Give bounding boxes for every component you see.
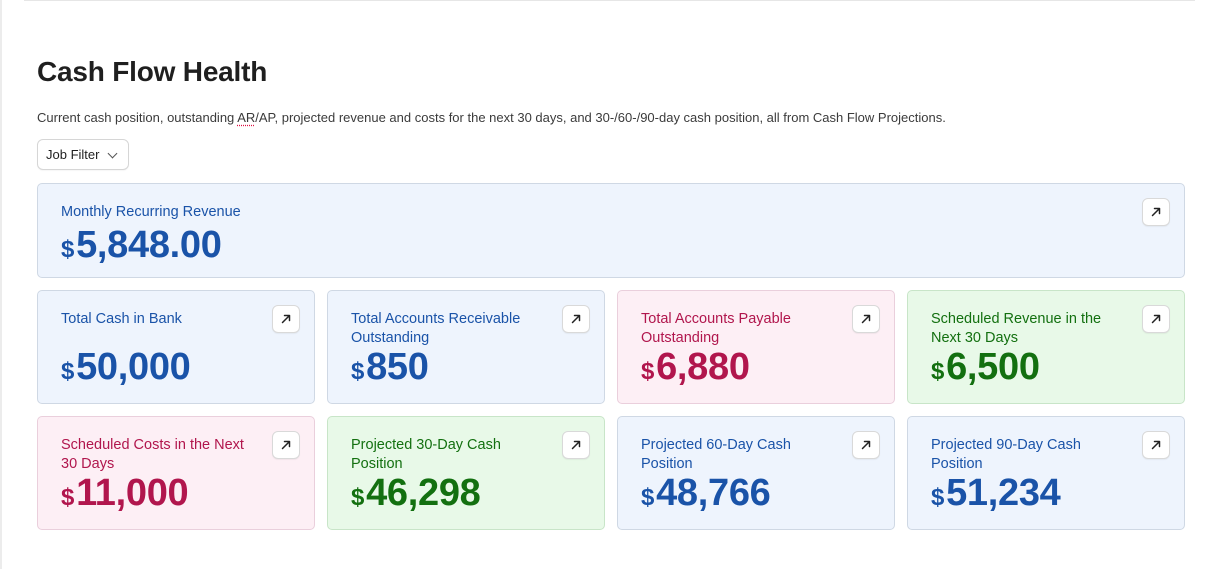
description-text-start: Current cash position, outstanding bbox=[37, 110, 238, 125]
arrow-up-right-icon bbox=[1151, 440, 1161, 450]
currency-symbol: $ bbox=[641, 358, 655, 385]
card-value: $ 5,848.00 bbox=[61, 226, 222, 264]
currency-symbol: $ bbox=[931, 484, 945, 511]
arrow-up-right-icon bbox=[1151, 207, 1161, 217]
card-label: Scheduled Revenue in the Next 30 Days bbox=[931, 311, 1102, 346]
arrow-up-right-icon bbox=[861, 314, 871, 324]
arrow-up-right-icon bbox=[281, 314, 291, 324]
job-filter-label: Job Filter bbox=[46, 147, 100, 162]
card-label: Projected 30-Day Cash Position bbox=[351, 437, 501, 472]
description-abbr: AR bbox=[237, 110, 256, 125]
chevron-down-icon bbox=[108, 148, 118, 158]
open-card-button[interactable] bbox=[852, 305, 880, 333]
card-label: Projected 60-Day Cash Position bbox=[641, 437, 791, 472]
description-text-end: /AP, projected revenue and costs for the… bbox=[255, 110, 946, 125]
card-value: $ 50,000 bbox=[61, 348, 191, 386]
open-card-button[interactable] bbox=[1142, 305, 1170, 333]
arrow-up-right-icon bbox=[571, 440, 581, 450]
card-amount: 850 bbox=[366, 346, 429, 388]
card-amount: 11,000 bbox=[76, 472, 189, 514]
card-amount: 6,500 bbox=[946, 346, 1040, 388]
page-title: Cash Flow Health bbox=[37, 56, 268, 87]
card-label: Total Cash in Bank bbox=[61, 311, 182, 327]
card-label: Projected 90-Day Cash Position bbox=[931, 437, 1081, 472]
card-value: $ 48,766 bbox=[641, 474, 771, 512]
page-description: Current cash position, outstanding AR/AP… bbox=[37, 110, 946, 125]
open-card-button[interactable] bbox=[1142, 431, 1170, 459]
card-projected-60-day-cash: Projected 60-Day Cash Position $ 48,766 bbox=[617, 416, 895, 530]
card-projected-90-day-cash: Projected 90-Day Cash Position $ 51,234 bbox=[907, 416, 1185, 530]
currency-symbol: $ bbox=[351, 358, 365, 385]
card-amount: 48,766 bbox=[656, 472, 771, 514]
top-divider bbox=[24, 0, 1195, 1]
card-value: $ 11,000 bbox=[61, 472, 189, 514]
card-accounts-receivable-outstanding: Total Accounts Receivable Outstanding $ … bbox=[327, 290, 605, 404]
card-label: Total Accounts Receivable Outstanding bbox=[351, 311, 521, 346]
open-card-button[interactable] bbox=[562, 431, 590, 459]
currency-symbol: $ bbox=[931, 358, 945, 385]
arrow-up-right-icon bbox=[1151, 314, 1161, 324]
card-amount: 6,880 bbox=[656, 346, 750, 388]
job-filter-dropdown[interactable]: Job Filter bbox=[37, 139, 130, 170]
card-amount: 51,234 bbox=[946, 472, 1061, 514]
card-amount: 46,298 bbox=[366, 472, 481, 514]
card-label: Monthly Recurring Revenue bbox=[61, 204, 241, 220]
card-value: $ 850 bbox=[351, 348, 429, 386]
currency-symbol: $ bbox=[61, 484, 75, 511]
open-card-button[interactable] bbox=[1142, 198, 1170, 226]
open-card-button[interactable] bbox=[852, 431, 880, 459]
card-projected-30-day-cash: Projected 30-Day Cash Position $ 46,298 bbox=[327, 416, 605, 530]
card-value: $ 6,880 bbox=[641, 348, 750, 386]
currency-symbol: $ bbox=[61, 236, 75, 263]
card-value: $ 46,298 bbox=[351, 474, 481, 512]
card-monthly-recurring-revenue: Monthly Recurring Revenue $ 5,848.00 bbox=[37, 183, 1185, 278]
card-amount: 50,000 bbox=[76, 346, 191, 388]
card-value: $ 51,234 bbox=[931, 474, 1061, 512]
currency-symbol: $ bbox=[351, 484, 365, 511]
open-card-button[interactable] bbox=[272, 431, 300, 459]
arrow-up-right-icon bbox=[571, 314, 581, 324]
arrow-up-right-icon bbox=[281, 440, 291, 450]
card-scheduled-revenue-30-days: Scheduled Revenue in the Next 30 Days $ … bbox=[907, 290, 1185, 404]
card-value: $ 6,500 bbox=[931, 348, 1040, 386]
card-accounts-payable-outstanding: Total Accounts Payable Outstanding $ 6,8… bbox=[617, 290, 895, 404]
currency-symbol: $ bbox=[641, 484, 655, 511]
left-border bbox=[0, 0, 2, 569]
card-label: Total Accounts Payable Outstanding bbox=[641, 311, 791, 346]
card-total-cash-in-bank: Total Cash in Bank $ 50,000 bbox=[37, 290, 315, 404]
open-card-button[interactable] bbox=[272, 305, 300, 333]
currency-symbol: $ bbox=[61, 358, 75, 385]
card-scheduled-costs-30-days: Scheduled Costs in the Next 30 Days $ 11… bbox=[37, 416, 315, 530]
card-label: Scheduled Costs in the Next 30 Days bbox=[61, 437, 244, 472]
open-card-button[interactable] bbox=[562, 305, 590, 333]
arrow-up-right-icon bbox=[861, 440, 871, 450]
card-amount: 5,848.00 bbox=[76, 224, 222, 266]
